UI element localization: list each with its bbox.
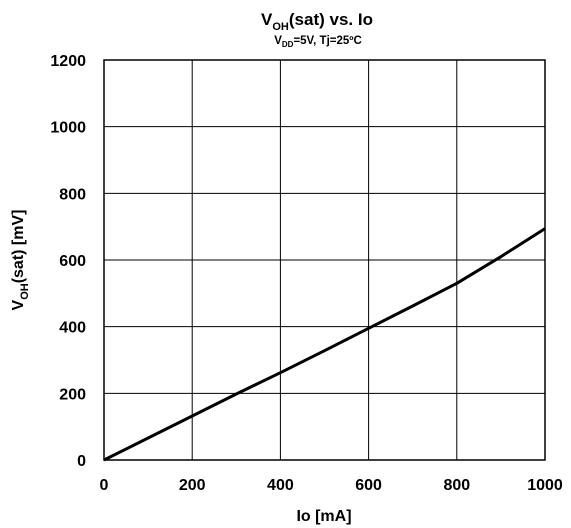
chart-title: VOH(sat) vs. Io: [261, 10, 373, 33]
x-axis-label: Io [mA]: [296, 508, 351, 525]
y-axis-label-sub: OH: [19, 283, 31, 300]
y-tick-label: 0: [77, 453, 86, 470]
y-tick-label: 600: [59, 253, 86, 270]
x-tick-label: 200: [179, 477, 206, 494]
x-tick-label: 0: [100, 477, 109, 494]
chart-subtitle-part1: V: [274, 35, 282, 47]
chart-title-rest: (sat) vs. Io: [289, 10, 373, 29]
y-tick-label: 200: [59, 386, 86, 403]
plot-frame: [103, 59, 546, 461]
series: [103, 227, 546, 462]
y-axis-label-main: V: [10, 299, 27, 310]
chart-subtitle-sub: DD: [282, 40, 294, 49]
chart-title-sub: OH: [272, 21, 289, 33]
chart-subtitle-part2: =5V, Tj=25ºC: [293, 35, 361, 47]
grid: [103, 59, 546, 461]
ticks: 0 200 400 600 800 1000 0 200 400 600 800 1000 1200: [50, 53, 562, 494]
chart-title-main: V: [261, 10, 273, 29]
y-axis-label-rest: (sat) [mV]: [10, 210, 27, 284]
series-line-0: [103, 227, 546, 462]
y-axis-label: VOH(sat) [mV]: [10, 210, 31, 311]
x-tick-label: 1000: [527, 477, 563, 494]
y-tick-label: 1200: [50, 53, 86, 70]
x-tick-label: 600: [355, 477, 382, 494]
chart-subtitle: VDD=5V, Tj=25ºC: [274, 35, 362, 49]
x-tick-label: 800: [443, 477, 470, 494]
y-tick-label: 800: [59, 186, 86, 203]
x-tick-label: 400: [267, 477, 294, 494]
y-tick-label: 400: [59, 320, 86, 337]
y-tick-label: 1000: [50, 120, 86, 137]
